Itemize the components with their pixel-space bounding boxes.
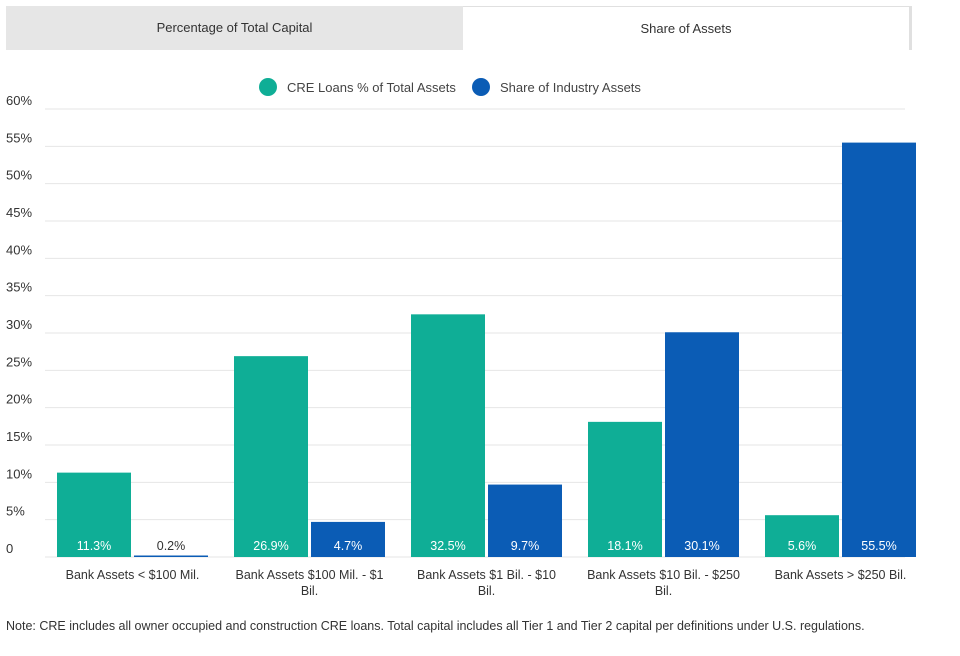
x-tick-label: Bil. xyxy=(655,584,672,598)
y-tick-label: 45% xyxy=(6,205,32,220)
chart-note: Note: CRE includes all owner occupied an… xyxy=(6,619,865,633)
y-tick-label: 60% xyxy=(6,93,32,108)
y-tick-label: 30% xyxy=(6,317,32,332)
bar-cre xyxy=(411,314,485,557)
legend-label-industry: Share of Industry Assets xyxy=(500,80,641,95)
y-tick-label: 55% xyxy=(6,130,32,145)
bar-cre xyxy=(57,472,131,557)
x-tick-label: Bank Assets < $100 Mil. xyxy=(66,568,200,582)
data-label: 11.3% xyxy=(77,539,112,553)
y-tick-label: 35% xyxy=(6,280,32,295)
tab-percentage-of-total-capital[interactable]: Percentage of Total Capital xyxy=(6,6,463,50)
x-tick-label: Bil. xyxy=(301,584,318,598)
x-tick-label: Bank Assets $1 Bil. - $10 xyxy=(417,568,556,582)
legend-item-cre[interactable]: CRE Loans % of Total Assets xyxy=(259,78,456,96)
x-tick-label: Bil. xyxy=(478,584,495,598)
data-label: 0.2% xyxy=(157,539,186,553)
bar-industry xyxy=(665,332,739,557)
tab-share-of-assets[interactable]: Share of Assets xyxy=(463,6,912,50)
data-label: 55.5% xyxy=(861,539,896,553)
bar-industry xyxy=(134,555,208,557)
data-label: 18.1% xyxy=(607,539,642,553)
bar-industry xyxy=(488,484,562,557)
y-tick-label: 10% xyxy=(6,466,32,481)
data-label: 26.9% xyxy=(253,539,288,553)
y-tick-label: 20% xyxy=(6,392,32,407)
bar-industry xyxy=(842,142,916,557)
data-label: 30.1% xyxy=(684,539,719,553)
data-label: 5.6% xyxy=(788,539,817,553)
bar-cre xyxy=(765,515,839,557)
bars: 11.3% 0.2% 26.9% 4.7% 32.5% 9.7% 18.1% 30.1% 5.6… xyxy=(57,142,916,557)
x-tick-label: Bank Assets $10 Bil. - $250 xyxy=(587,568,740,582)
data-label: 9.7% xyxy=(511,539,540,553)
bar-cre xyxy=(588,421,662,557)
y-tick-label: 25% xyxy=(6,354,32,369)
x-tick-label: Bank Assets $100 Mil. - $1 xyxy=(236,568,384,582)
y-axis: 0 5% 10% 15% 20% 25% 30% 35% 40% 45% 50% 55% 60% xyxy=(6,93,32,556)
chart-tabs: Percentage of Total Capital Share of Ass… xyxy=(6,6,912,50)
y-tick-label: 15% xyxy=(6,429,32,444)
bar-industry xyxy=(311,521,385,557)
data-label: 32.5% xyxy=(430,539,465,553)
chart-legend: CRE Loans % of Total Assets Share of Ind… xyxy=(259,78,641,96)
legend-item-industry[interactable]: Share of Industry Assets xyxy=(472,78,641,96)
bar-chart: CRE Loans % of Total Assets Share of Ind… xyxy=(6,78,916,598)
data-label: 4.7% xyxy=(334,539,363,553)
y-tick-label: 50% xyxy=(6,168,32,183)
bar-cre xyxy=(234,356,308,557)
x-axis: Bank Assets < $100 Mil. Bank Assets $100 … xyxy=(66,568,907,598)
y-tick-label: 40% xyxy=(6,242,32,257)
legend-label-cre: CRE Loans % of Total Assets xyxy=(287,80,456,95)
x-tick-label: Bank Assets > $250 Bil. xyxy=(775,568,907,582)
legend-swatch-industry xyxy=(472,78,490,96)
y-tick-label: 5% xyxy=(6,504,25,519)
legend-swatch-cre xyxy=(259,78,277,96)
y-tick-label: 0 xyxy=(6,541,13,556)
